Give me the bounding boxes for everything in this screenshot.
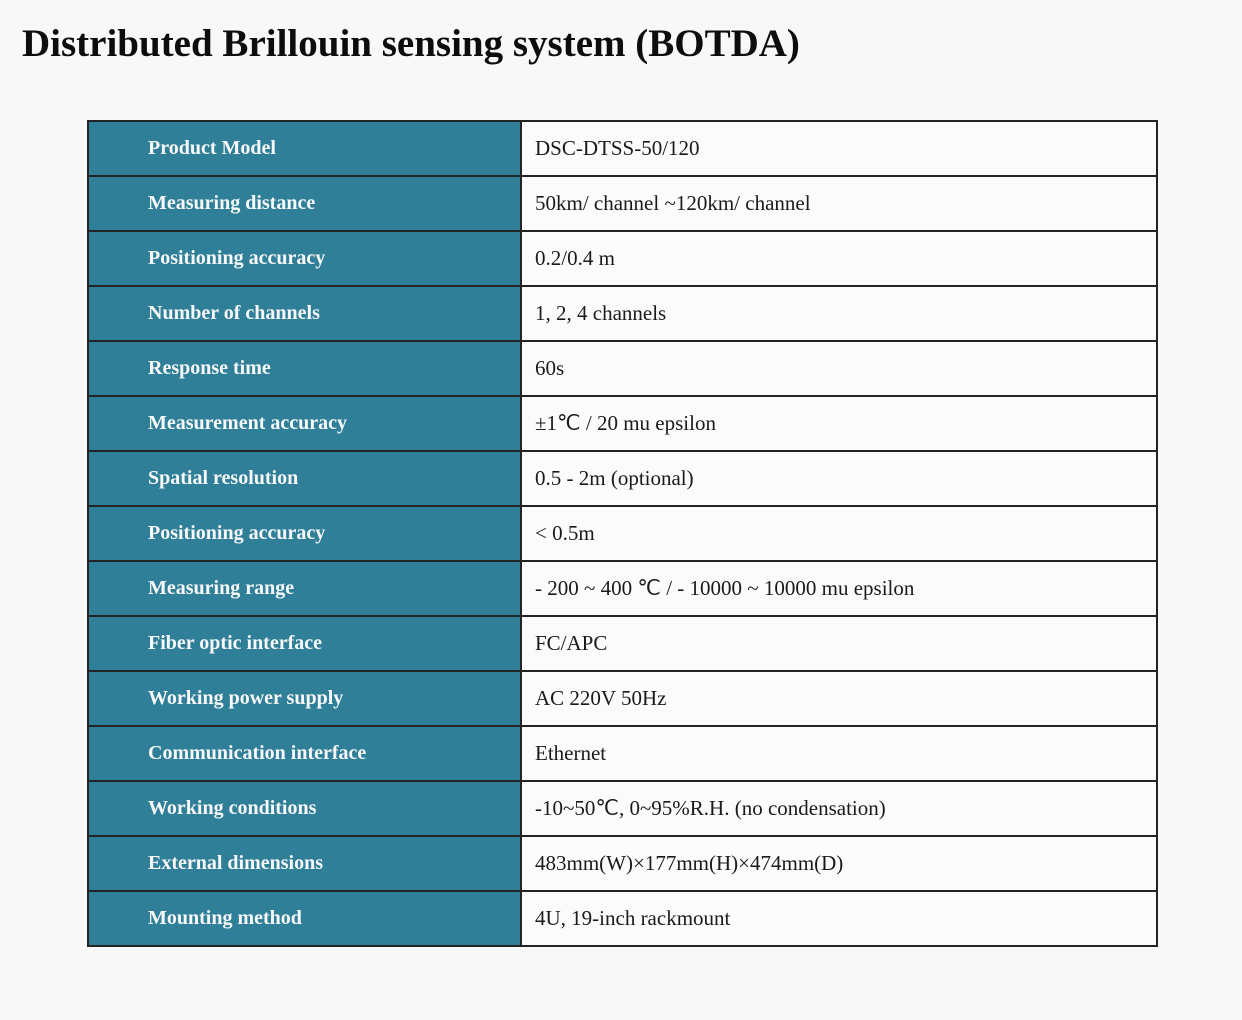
spec-label: Measuring distance — [87, 175, 522, 232]
table-row: Working conditions -10~50℃, 0~95%R.H. (n… — [87, 780, 1158, 837]
spec-value: DSC-DTSS-50/120 — [520, 120, 1158, 177]
table-row: Positioning accuracy < 0.5m — [87, 505, 1158, 562]
spec-value: < 0.5m — [520, 505, 1158, 562]
spec-label: Measurement accuracy — [87, 395, 522, 452]
table-row: Measuring range - 200 ~ 400 ℃ / - 10000 … — [87, 560, 1158, 617]
spec-value: -10~50℃, 0~95%R.H. (no condensation) — [520, 780, 1158, 837]
table-row: External dimensions 483mm(W)×177mm(H)×47… — [87, 835, 1158, 892]
table-row: Product Model DSC-DTSS-50/120 — [87, 120, 1158, 177]
spec-value: FC/APC — [520, 615, 1158, 672]
spec-label: Working power supply — [87, 670, 522, 727]
table-row: Communication interface Ethernet — [87, 725, 1158, 782]
spec-label: Number of channels — [87, 285, 522, 342]
spec-value: Ethernet — [520, 725, 1158, 782]
spec-label: Positioning accuracy — [87, 230, 522, 287]
spec-value: 50km/ channel ~120km/ channel — [520, 175, 1158, 232]
spec-value: 1, 2, 4 channels — [520, 285, 1158, 342]
table-row: Positioning accuracy 0.2/0.4 m — [87, 230, 1158, 287]
spec-label: Mounting method — [87, 890, 522, 947]
spec-table-body: Product Model DSC-DTSS-50/120 Measuring … — [87, 120, 1158, 947]
spec-value: 60s — [520, 340, 1158, 397]
spec-label: Fiber optic interface — [87, 615, 522, 672]
spec-label: Communication interface — [87, 725, 522, 782]
spec-value: - 200 ~ 400 ℃ / - 10000 ~ 10000 mu epsil… — [520, 560, 1158, 617]
spec-label: Measuring range — [87, 560, 522, 617]
spec-value: 4U, 19-inch rackmount — [520, 890, 1158, 947]
spec-label: Spatial resolution — [87, 450, 522, 507]
table-row: Fiber optic interface FC/APC — [87, 615, 1158, 672]
spec-value: 0.5 - 2m (optional) — [520, 450, 1158, 507]
spec-label: Response time — [87, 340, 522, 397]
spec-value: 483mm(W)×177mm(H)×474mm(D) — [520, 835, 1158, 892]
table-row: Working power supply AC 220V 50Hz — [87, 670, 1158, 727]
spec-value: 0.2/0.4 m — [520, 230, 1158, 287]
table-row: Response time 60s — [87, 340, 1158, 397]
spec-label: Working conditions — [87, 780, 522, 837]
spec-label: Product Model — [87, 120, 522, 177]
spec-value: AC 220V 50Hz — [520, 670, 1158, 727]
spec-value: ±1℃ / 20 mu epsilon — [520, 395, 1158, 452]
spec-label: External dimensions — [87, 835, 522, 892]
spec-table: Product Model DSC-DTSS-50/120 Measuring … — [87, 120, 1158, 947]
table-row: Spatial resolution 0.5 - 2m (optional) — [87, 450, 1158, 507]
table-row: Number of channels 1, 2, 4 channels — [87, 285, 1158, 342]
table-row: Mounting method 4U, 19-inch rackmount — [87, 890, 1158, 947]
table-row: Measurement accuracy ±1℃ / 20 mu epsilon — [87, 395, 1158, 452]
spec-label: Positioning accuracy — [87, 505, 522, 562]
page-title: Distributed Brillouin sensing system (BO… — [22, 22, 800, 65]
table-row: Measuring distance 50km/ channel ~120km/… — [87, 175, 1158, 232]
